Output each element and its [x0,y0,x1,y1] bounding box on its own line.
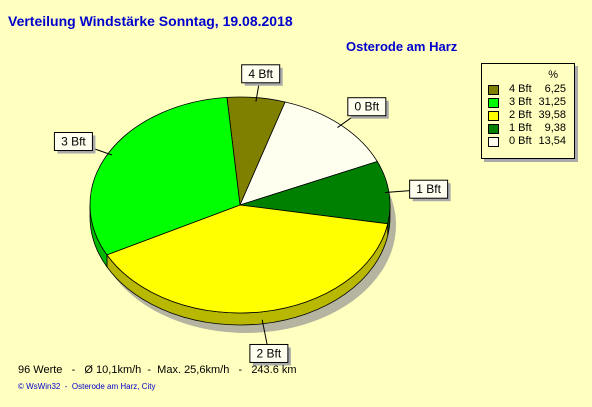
callout-box [53,132,93,152]
legend-item: 0 Bft 13,54 [488,135,572,148]
legend-value: 13,54 [538,135,566,147]
callout-box [249,343,289,363]
legend-label: 3 Bft [509,96,532,108]
legend-label: 4 Bft [509,83,532,95]
legend-label: 1 Bft [509,122,532,134]
callout-box [409,179,449,199]
legend-item: 1 Bft 9,38 [488,122,572,135]
chart-title: Verteilung Windstärke Sonntag, 19.08.201… [8,13,293,29]
slice-2-bft [106,204,389,314]
legend-item: 2 Bft 39,58 [488,109,572,122]
legend-swatch [488,124,499,134]
credit-line: © WsWin32 - Osterode am Harz, City [18,382,156,391]
legend-value: 6,25 [544,83,566,95]
slice-label: 4 Bft [248,67,273,81]
legend-item: 3 Bft 31,25 [488,96,572,109]
legend-value: 31,25 [538,96,566,108]
slice-label: 1 Bft [416,182,441,196]
legend-value: 9,38 [544,122,566,134]
slice-label: 2 Bft [257,346,282,360]
legend-item: 4 Bft 6,25 [488,83,572,96]
legend-swatch [488,137,499,147]
callout-box [347,97,387,117]
slice-label: 3 Bft [61,135,86,149]
callout-box [241,64,281,84]
location-label: Osterode am Harz [346,39,458,54]
legend-header: % [548,69,558,81]
legend-label: 2 Bft [509,109,532,121]
slice-label: 0 Bft [354,100,379,114]
legend-value: 39,58 [538,109,566,121]
summary-footer: 96 Werte - Ø 10,1km/h - Max. 25,6km/h - … [18,364,297,376]
legend-swatch [488,85,499,95]
legend-swatch [488,98,499,108]
slice-0-bft [239,101,378,206]
legend-swatch [488,111,499,121]
legend-label: 0 Bft [509,135,532,147]
slice-3-bft [89,96,241,256]
legend: % 4 Bft 6,25 3 Bft 31,25 2 Bft 39,58 1 Bft 9,38… [481,63,575,159]
